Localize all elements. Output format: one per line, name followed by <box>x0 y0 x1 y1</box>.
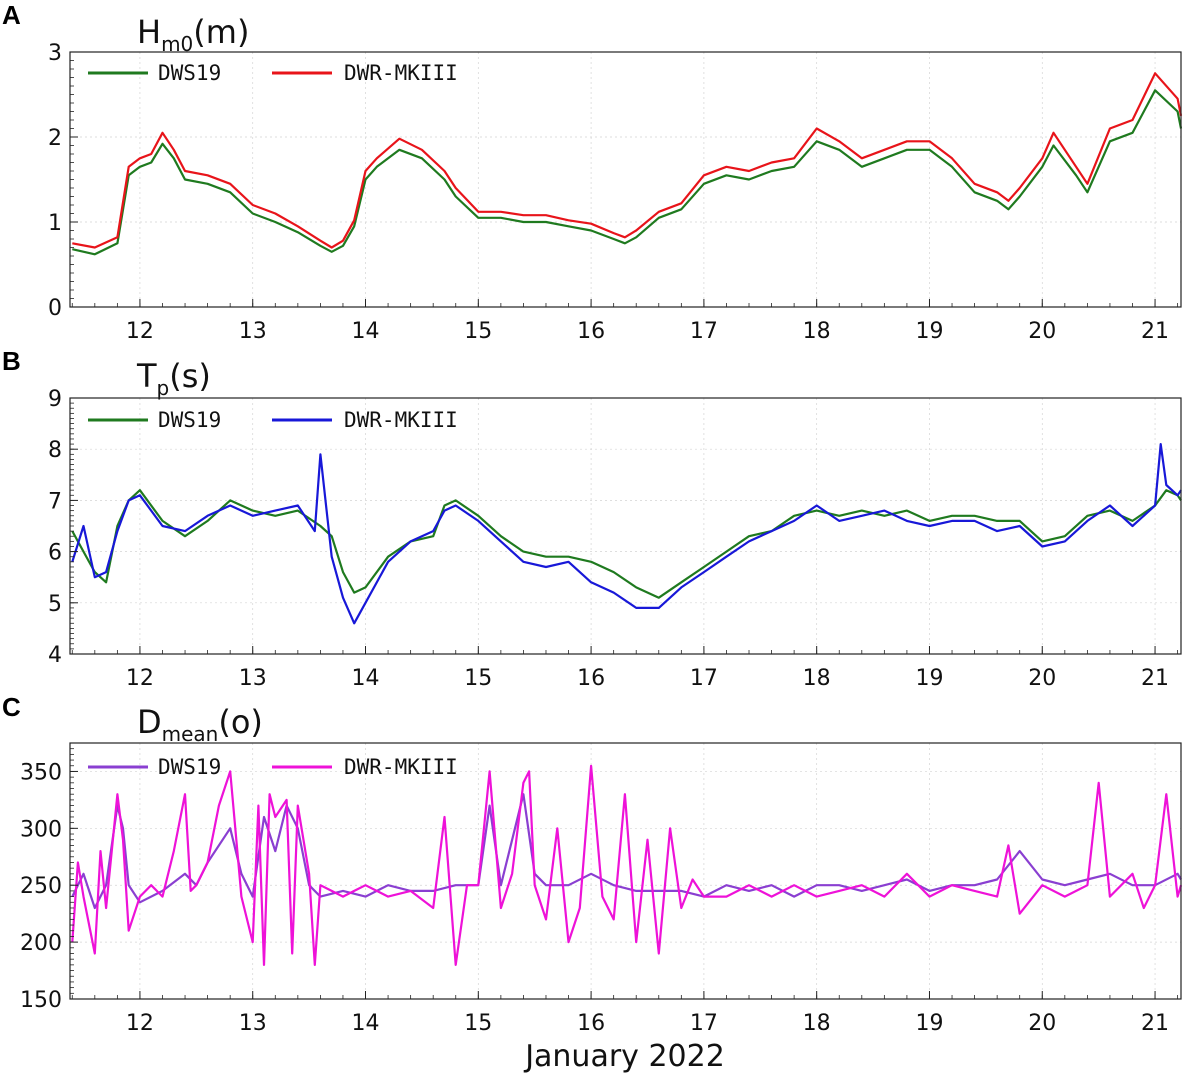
panel-a-x-tick-label: 13 <box>239 319 267 344</box>
panel-b-legend: DWS19 DWR-MKIII <box>88 408 458 432</box>
panel-b-title-sub: p <box>157 376 170 400</box>
panel-letter-c: C <box>2 692 21 722</box>
panel-c-legend-label-dws19: DWS19 <box>158 755 221 779</box>
panel-b-x-tick-label: 14 <box>352 666 380 691</box>
panel-c-title-main: D <box>137 703 162 741</box>
panel-a-grid <box>70 51 1181 308</box>
panel-a-y-tick-label: 0 <box>48 296 62 321</box>
panel-c-x-tick-label: 16 <box>577 1011 605 1036</box>
panel-b-x-tick-label: 12 <box>126 666 154 691</box>
panel-b-legend-label-dwr: DWR-MKIII <box>344 408 458 432</box>
panel-b-frame <box>69 397 1182 655</box>
panel-b-x-tick-label: 17 <box>690 666 718 691</box>
panel-c-x-tick-label: 12 <box>126 1011 154 1036</box>
panel-a-y-tick-label: 2 <box>48 126 62 151</box>
panel-a-x-tick-label: 21 <box>1141 319 1169 344</box>
panel-b-title-tail: (s) <box>169 357 211 395</box>
x-axis-label: January 2022 <box>523 1039 725 1074</box>
panel-c-title: Dmean(o) <box>137 703 263 746</box>
panel-b-title: Tp(s) <box>136 357 211 400</box>
panel-a-title: Hm0(m) <box>137 13 249 56</box>
panel-b-grid <box>70 397 1181 655</box>
panel-b-x-tick-label: 21 <box>1141 666 1169 691</box>
panel-c-title-sub: mean <box>162 722 219 746</box>
panel-c-x-tick-label: 13 <box>239 1011 267 1036</box>
panel-a-x-tick-label: 14 <box>352 319 380 344</box>
panel-c-x-ticks: 12 13 14 15 16 17 18 19 20 21 <box>71 991 1179 1036</box>
panel-c-y-tick-label: 150 <box>20 988 62 1013</box>
panel-a-x-tick-label: 20 <box>1028 319 1056 344</box>
panel-c-x-tick-label: 17 <box>690 1011 718 1036</box>
panel-c-grid <box>70 743 1181 1000</box>
panel-b: B Tp(s) 4 5 6 7 8 9 12 13 14 15 16 17 18 19 20 21 DWS1… <box>2 346 1182 691</box>
panel-b-x-tick-label: 15 <box>464 666 492 691</box>
panel-c-y-tick-label: 300 <box>20 817 62 842</box>
panel-b-series-dwr-mkiii-line <box>71 443 1182 625</box>
panel-c-x-tick-label: 21 <box>1141 1011 1169 1036</box>
panel-b-x-ticks: 12 13 14 15 16 17 18 19 20 21 <box>71 646 1179 691</box>
panel-b-y-tick-label: 8 <box>48 438 62 463</box>
panel-a-x-tick-label: 17 <box>690 319 718 344</box>
panel-b-series-dws19-line <box>71 489 1182 599</box>
panel-b-x-tick-label: 13 <box>239 666 267 691</box>
panel-c-x-tick-label: 18 <box>803 1011 831 1036</box>
panel-b-legend-label-dws19: DWS19 <box>158 408 221 432</box>
panel-letter-b: B <box>2 346 21 376</box>
panel-a-series-dwr-mkiii-line <box>72 72 1183 249</box>
panel-c-frame <box>69 742 1182 1000</box>
panel-a-x-tick-label: 16 <box>577 319 605 344</box>
panel-c-x-tick-label: 19 <box>915 1011 943 1036</box>
panel-b-y-tick-label: 4 <box>48 643 62 668</box>
panel-a-legend-label-dwr: DWR-MKIII <box>344 61 458 85</box>
panel-a-legend: DWS19 DWR-MKIII <box>88 61 458 85</box>
panel-c-series <box>71 764 1183 967</box>
panel-c-y-ticks: 150 200 250 300 350 <box>20 742 78 1013</box>
panel-c-title-tail: (o) <box>218 703 263 741</box>
panel-c-y-tick-label: 200 <box>20 931 62 956</box>
panel-c-series-dwr-mkiii-line <box>71 764 1183 967</box>
panel-a-x-tick-label: 12 <box>126 319 154 344</box>
panel-a-x-tick-label: 15 <box>464 319 492 344</box>
panel-b-y-tick-label: 7 <box>48 489 62 514</box>
panel-a-y-tick-label: 1 <box>48 211 62 236</box>
panel-b-x-tick-label: 19 <box>915 666 943 691</box>
panel-b-x-tick-label: 18 <box>803 666 831 691</box>
panel-b-x-tick-label: 16 <box>577 666 605 691</box>
panel-b-y-ticks: 4 5 6 7 8 9 <box>48 387 78 668</box>
panel-b-x-tick-label: 20 <box>1028 666 1056 691</box>
panel-c-x-tick-label: 14 <box>352 1011 380 1036</box>
panel-c-x-tick-label: 20 <box>1028 1011 1056 1036</box>
panel-c-y-tick-label: 250 <box>20 874 62 899</box>
panel-a-y-tick-label: 3 <box>48 41 62 66</box>
panel-c-y-tick-label: 350 <box>20 760 62 785</box>
panel-a-title-main: H <box>137 13 161 51</box>
panel-c-legend: DWS19 DWR-MKIII <box>88 755 458 779</box>
panel-b-y-tick-label: 5 <box>48 592 62 617</box>
panel-a-legend-label-dws19: DWS19 <box>158 61 221 85</box>
panel-b-series <box>71 443 1182 625</box>
panel-c-legend-label-dwr: DWR-MKIII <box>344 755 458 779</box>
panel-c-x-tick-label: 15 <box>464 1011 492 1036</box>
panel-a-frame <box>69 51 1182 308</box>
panel-a-series-dws19-line <box>72 89 1183 256</box>
panel-a-y-ticks: 0 1 2 3 <box>48 41 78 321</box>
panel-b-y-tick-label: 6 <box>48 541 62 566</box>
panel-letter-a: A <box>2 0 21 30</box>
panel-b-title-main: T <box>136 357 157 395</box>
panel-a-x-ticks: 12 13 14 15 16 17 18 19 20 21 <box>71 299 1179 344</box>
panel-a-x-tick-label: 19 <box>915 319 943 344</box>
panel-a-series <box>72 72 1183 256</box>
panel-a-title-tail: (m) <box>193 13 249 51</box>
panel-a-x-tick-label: 18 <box>803 319 831 344</box>
panel-b-y-tick-label: 9 <box>48 387 62 412</box>
